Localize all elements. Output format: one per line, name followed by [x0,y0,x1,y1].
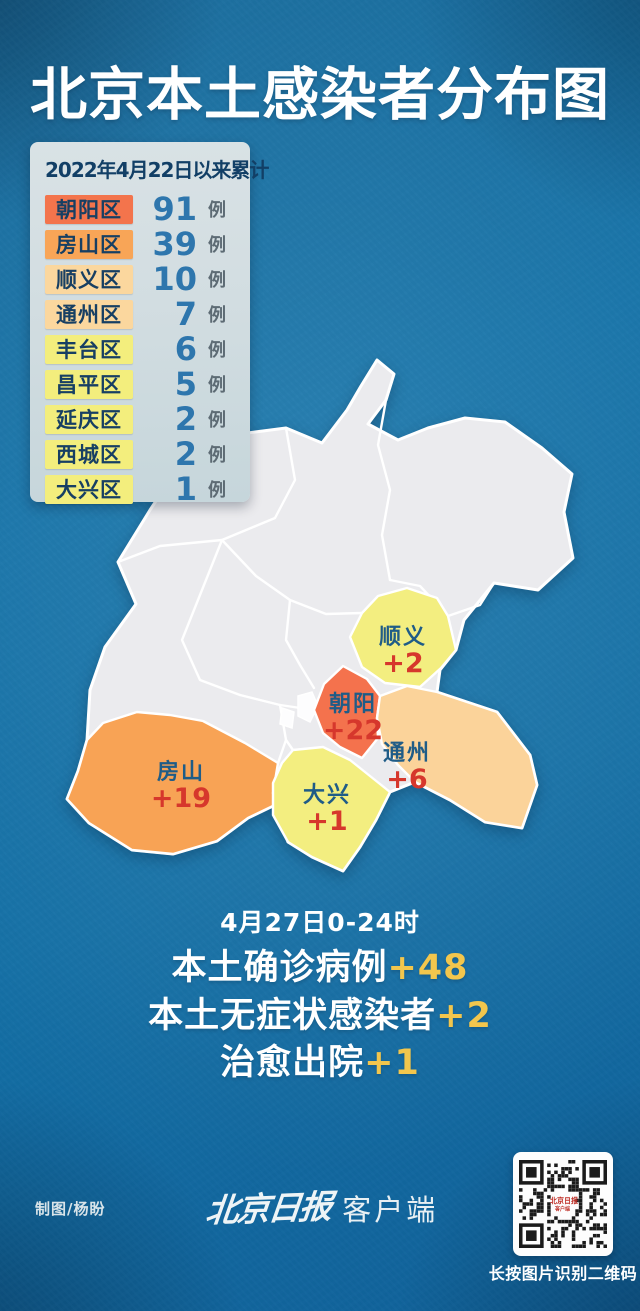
stat-value: +2 [436,995,492,1036]
case-unit: 例 [208,340,226,361]
case-unit: 例 [208,480,226,501]
district-chip: 丰台区 [45,334,133,364]
brand-script-text: 北京日报 [203,1186,333,1231]
stat-value: +48 [387,948,469,988]
case-unit: 例 [208,410,226,431]
district-fangshan[interactable] [65,710,280,856]
stat-confirmed: 本土确诊病例+48 [0,945,640,993]
case-unit: 例 [208,270,226,291]
legend-row: 朝阳区 91 例 [45,190,234,228]
district-chip: 朝阳区 [45,194,133,224]
qr-code[interactable] [519,1160,607,1248]
district-new-cases: +19 [150,783,212,815]
legend-header: 2022年4月22日以来累计 [45,158,269,182]
credit-text: 制图/杨盼 [35,1200,106,1218]
case-count: 2 [174,435,197,473]
district-shunyi[interactable] [348,586,458,689]
legend-row: 延庆区 2 例 [45,400,234,438]
legend-row: 通州区 7 例 [45,295,234,333]
map-label-daxing: 大兴 +1 [302,783,352,838]
district-chip: 房山区 [45,229,133,259]
district-chip: 西城区 [45,439,133,469]
stat-label: 治愈出院 [220,1043,365,1084]
qr-card [513,1152,613,1256]
district-chip: 顺义区 [45,264,133,294]
stat-asymptomatic: 本土无症状感染者+2 [0,993,640,1041]
district-new-cases: +1 [306,806,348,838]
case-count: 10 [152,260,197,298]
case-unit: 例 [208,375,226,396]
district-chip: 昌平区 [45,369,133,399]
district-shijingshan [279,706,295,730]
legend-row: 顺义区 10 例 [45,260,234,298]
legend-row: 西城区 2 例 [45,435,234,473]
district-daxing[interactable] [271,745,392,873]
case-count: 7 [174,295,197,333]
district-chip: 通州区 [45,299,133,329]
legend-row: 昌平区 5 例 [45,365,234,403]
district-name: 大兴 [302,783,352,808]
stat-label: 本土无症状感染者 [148,995,437,1036]
case-count: 91 [152,190,197,228]
brand-suffix-text: 客户端 [342,1193,439,1227]
case-count: 1 [174,470,197,508]
district-chaoyang[interactable] [312,664,382,760]
district-name: 顺义 [378,625,428,650]
map-label-chaoyang: 朝阳 +22 [322,692,384,747]
case-unit: 例 [208,445,226,466]
case-count: 2 [174,400,197,438]
district-name: 通州 [382,741,432,766]
map-label-tongzhou: 通州 +6 [382,741,432,796]
district-chip: 延庆区 [45,404,133,434]
case-unit: 例 [208,235,226,256]
district-new-cases: +2 [382,648,424,680]
district-new-cases: +6 [386,764,428,796]
daily-stats: 本土确诊病例+48 本土无症状感染者+2 治愈出院+1 [0,945,640,1088]
case-unit: 例 [208,200,226,221]
stat-recovered: 治愈出院+1 [0,1040,640,1088]
qr-caption: 长按图片识别二维码 [488,1264,638,1283]
map-label-fangshan: 房山 +19 [150,760,212,815]
district-new-cases: +22 [322,715,384,747]
case-count: 5 [174,365,197,403]
case-unit: 例 [208,305,226,326]
map-label-shunyi: 顺义 +2 [378,625,428,680]
district-name: 朝阳 [328,692,378,717]
district-xicheng-dongcheng [297,691,319,724]
stat-label: 本土确诊病例 [171,948,388,988]
district-tongzhou[interactable] [375,684,539,830]
page-title: 北京本土感染者分布图 [30,62,610,129]
district-chip: 大兴区 [45,474,133,504]
stat-value: +1 [364,1043,420,1084]
legend-row: 丰台区 6 例 [45,330,234,368]
report-date: 4月27日0-24时 [220,908,420,937]
district-name: 房山 [156,760,206,785]
legend-row: 房山区 39 例 [45,225,234,263]
case-count: 39 [152,225,197,263]
legend-row: 大兴区 1 例 [45,470,234,508]
beijing-daily-logo: 北京日报 客户端 [203,1182,439,1231]
legend-panel: 2022年4月22日以来累计 朝阳区 91 例 房山区 39 例 顺义区 10 … [30,142,269,508]
case-count: 6 [174,330,197,368]
